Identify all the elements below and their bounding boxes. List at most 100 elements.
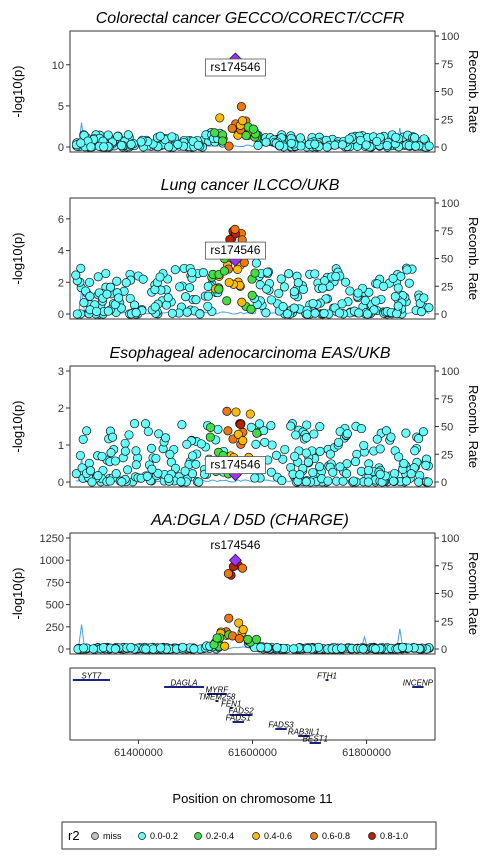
recomb-tick-label: 50 <box>441 254 453 266</box>
snp-point <box>252 428 262 438</box>
snp-point <box>350 457 361 467</box>
snp-point <box>293 278 303 288</box>
snp-point <box>276 274 286 284</box>
snp-point <box>295 470 305 480</box>
snp-point <box>189 644 199 654</box>
snp-point <box>151 453 161 463</box>
snp-point <box>274 288 284 298</box>
snp-point <box>223 569 233 579</box>
snp-point <box>322 142 332 152</box>
snp-point <box>112 276 122 286</box>
snp-point <box>193 140 203 150</box>
snp-point <box>142 471 152 481</box>
snp-point <box>286 138 296 148</box>
snp-point <box>194 477 204 487</box>
recomb-tick-label: 0 <box>441 309 447 321</box>
snp-point <box>271 450 281 460</box>
snp-point <box>372 136 382 147</box>
snp-point <box>126 139 136 149</box>
snp-point <box>302 420 312 430</box>
snp-point <box>76 138 86 148</box>
snp-point <box>251 258 261 268</box>
y-tick-label: 0 <box>58 142 64 154</box>
snp-point <box>239 257 249 268</box>
snp-point <box>164 473 174 483</box>
gene-track: SYT7 FTH1INCENPDAGLAMYRFTMEM258FEN1FADS2F… <box>69 667 436 806</box>
snp-point <box>138 274 148 284</box>
snp-point <box>303 457 313 467</box>
legend-title: r2 <box>68 828 80 843</box>
snp-point <box>181 292 191 302</box>
snp-point <box>390 292 400 302</box>
snp-point <box>272 643 282 653</box>
snp-point <box>337 299 347 309</box>
snp-point <box>424 141 434 151</box>
snp-point <box>238 436 248 446</box>
snp-point <box>261 308 271 318</box>
snp-point <box>163 293 173 303</box>
snp-point <box>359 440 369 450</box>
snp-point <box>234 618 244 628</box>
snp-point <box>303 644 313 654</box>
snp-point <box>278 302 288 312</box>
snp-point <box>196 439 206 449</box>
snp-point <box>110 644 120 654</box>
recomb-tick-label: 100 <box>441 366 459 378</box>
snp-point <box>140 419 151 429</box>
x-axis-label: Position on chromosome 11 <box>172 791 332 806</box>
snp-point <box>125 293 135 303</box>
snp-point <box>101 268 111 279</box>
y-tick-label: 4 <box>58 246 64 258</box>
snp-point <box>75 450 85 461</box>
y-tick-label: 0 <box>58 477 64 489</box>
snp-point <box>315 422 325 432</box>
recomb-tick-label: 25 <box>441 616 453 628</box>
snp-point <box>370 644 381 654</box>
snp-point <box>93 471 103 481</box>
snp-point <box>250 473 260 483</box>
snp-point <box>277 476 287 486</box>
panel-1: Colorectal cancer GECCO/CORECT/CCFR05100… <box>10 10 481 154</box>
y-axis-label: -log10(p) <box>10 400 25 452</box>
snp-point <box>262 284 272 294</box>
snp-point <box>187 267 197 278</box>
panel-2: Lung cancer ILCCO/UKB 0 2 4 6 0 25 50 75 100 -log1… <box>10 177 481 321</box>
snp-point <box>246 304 256 314</box>
recomb-tick-label: 0 <box>441 142 447 154</box>
gene-label: FADS3 <box>268 721 294 730</box>
snp-point <box>298 284 308 294</box>
snp-point <box>353 288 363 298</box>
snp-point <box>131 460 141 470</box>
snp-point <box>231 407 241 417</box>
snp-point <box>310 269 320 279</box>
gene-label: FADS1 <box>226 714 251 723</box>
snp-point <box>308 298 318 309</box>
snp-point <box>165 449 175 459</box>
gene-label: FTH1 <box>317 672 337 681</box>
snp-point <box>82 426 92 436</box>
snp-point <box>315 446 325 456</box>
snp-point <box>103 130 113 140</box>
snp-point <box>392 309 402 319</box>
snp-point <box>410 133 420 143</box>
snp-point <box>251 634 262 644</box>
gene-label: INCENP <box>403 679 434 688</box>
snp-point <box>110 456 120 466</box>
snp-point <box>266 421 276 431</box>
snp-point <box>423 477 433 487</box>
snp-point <box>414 477 424 487</box>
snp-point <box>369 305 379 315</box>
snp-point <box>106 448 116 458</box>
snp-point <box>108 432 118 442</box>
snp-point <box>143 426 153 437</box>
snp-point <box>243 634 253 644</box>
legend-entry-label: 0.8-1.0 <box>380 831 408 841</box>
snp-point <box>419 134 429 144</box>
snp-point <box>289 303 299 313</box>
snp-point <box>175 282 185 292</box>
gene-label: SYT7 <box>81 672 102 681</box>
gene-label: DAGLA <box>171 679 198 688</box>
snp-point <box>214 284 224 294</box>
lead-snp-marker <box>228 553 242 567</box>
snp-point <box>309 429 319 439</box>
